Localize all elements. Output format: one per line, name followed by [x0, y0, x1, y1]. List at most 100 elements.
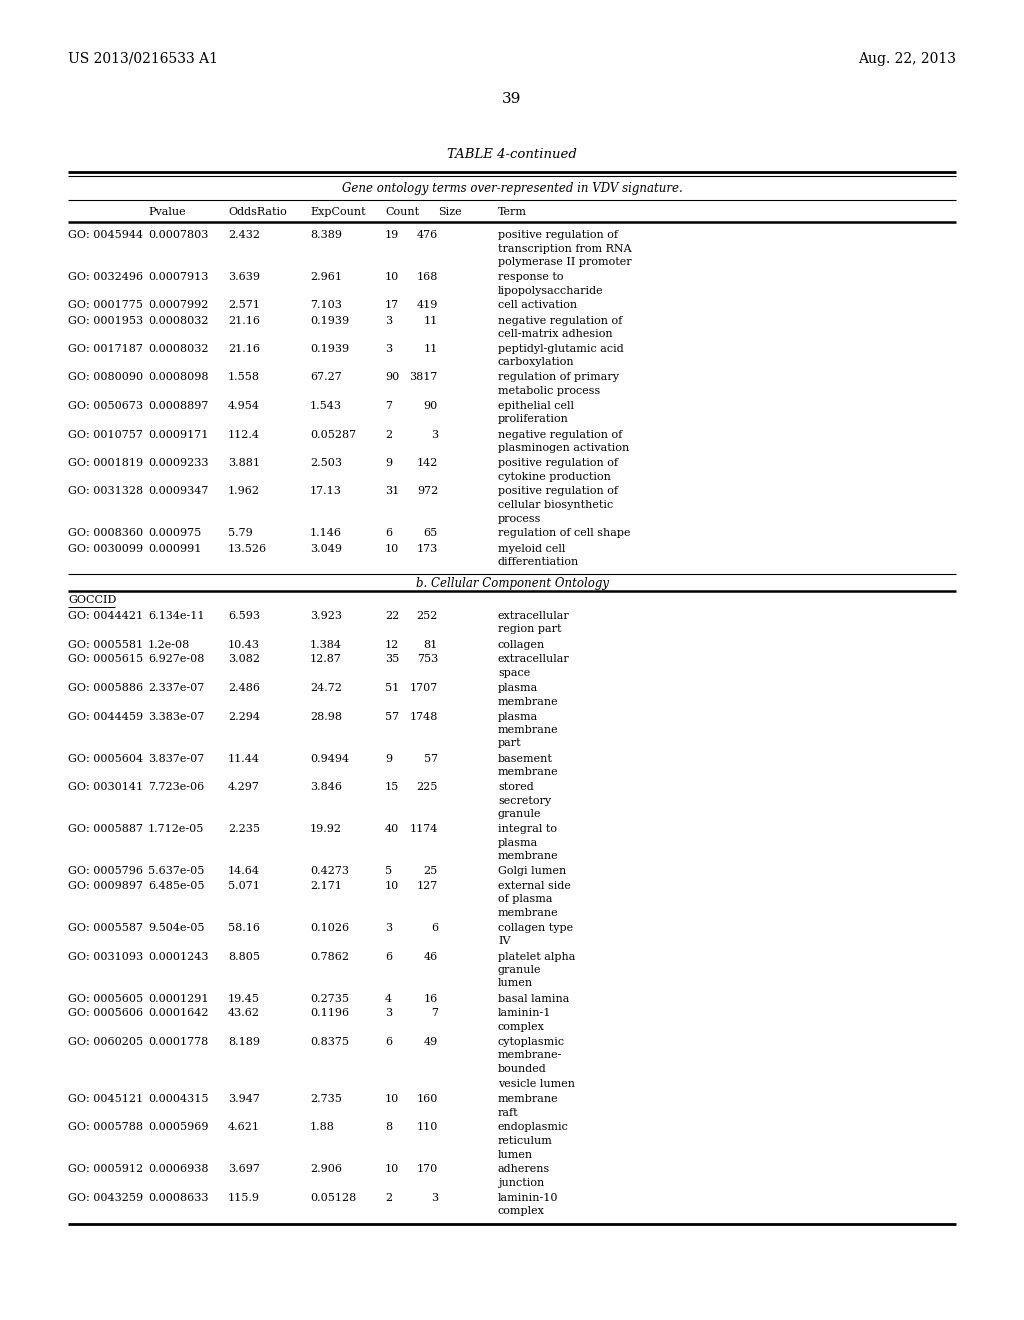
- Text: 19.92: 19.92: [310, 824, 342, 834]
- Text: 5.071: 5.071: [228, 880, 260, 891]
- Text: of plasma: of plasma: [498, 895, 553, 904]
- Text: integral to: integral to: [498, 824, 557, 834]
- Text: 3: 3: [431, 429, 438, 440]
- Text: GO: 0005912: GO: 0005912: [68, 1164, 143, 1175]
- Text: 160: 160: [417, 1094, 438, 1104]
- Text: 2: 2: [385, 1193, 392, 1203]
- Text: 16: 16: [424, 994, 438, 1003]
- Text: negative regulation of: negative regulation of: [498, 429, 623, 440]
- Text: 7: 7: [385, 401, 392, 411]
- Text: 225: 225: [417, 781, 438, 792]
- Text: 1.543: 1.543: [310, 401, 342, 411]
- Text: 1.962: 1.962: [228, 487, 260, 496]
- Text: 2.571: 2.571: [228, 301, 260, 310]
- Text: 0.9494: 0.9494: [310, 754, 349, 763]
- Text: 1707: 1707: [410, 682, 438, 693]
- Text: 15: 15: [385, 781, 399, 792]
- Text: 2.294: 2.294: [228, 711, 260, 722]
- Text: 127: 127: [417, 880, 438, 891]
- Text: b. Cellular Component Ontology: b. Cellular Component Ontology: [416, 577, 608, 590]
- Text: basement: basement: [498, 754, 553, 763]
- Text: 3: 3: [385, 1008, 392, 1019]
- Text: TABLE 4-continued: TABLE 4-continued: [447, 148, 577, 161]
- Text: 10: 10: [385, 1164, 399, 1175]
- Text: 8.189: 8.189: [228, 1038, 260, 1047]
- Text: 2.486: 2.486: [228, 682, 260, 693]
- Text: 7.103: 7.103: [310, 301, 342, 310]
- Text: response to: response to: [498, 272, 563, 282]
- Text: membrane: membrane: [498, 767, 559, 777]
- Text: 3.846: 3.846: [310, 781, 342, 792]
- Text: 0.0007803: 0.0007803: [148, 230, 208, 240]
- Text: 9: 9: [385, 458, 392, 469]
- Text: 21.16: 21.16: [228, 315, 260, 326]
- Text: 3.697: 3.697: [228, 1164, 260, 1175]
- Text: OddsRatio: OddsRatio: [228, 207, 287, 216]
- Text: GO: 0045121: GO: 0045121: [68, 1094, 143, 1104]
- Text: plasma: plasma: [498, 837, 539, 847]
- Text: 0.0001291: 0.0001291: [148, 994, 209, 1003]
- Text: 2: 2: [385, 429, 392, 440]
- Text: bounded: bounded: [498, 1064, 547, 1074]
- Text: lipopolysaccharide: lipopolysaccharide: [498, 285, 603, 296]
- Text: 90: 90: [424, 401, 438, 411]
- Text: plasminogen activation: plasminogen activation: [498, 444, 630, 453]
- Text: 0.05287: 0.05287: [310, 429, 356, 440]
- Text: 31: 31: [385, 487, 399, 496]
- Text: GO: 0001953: GO: 0001953: [68, 315, 143, 326]
- Text: 6: 6: [385, 528, 392, 539]
- Text: GO: 0080090: GO: 0080090: [68, 372, 143, 383]
- Text: 2.337e-07: 2.337e-07: [148, 682, 204, 693]
- Text: membrane: membrane: [498, 697, 559, 706]
- Text: 419: 419: [417, 301, 438, 310]
- Text: 90: 90: [385, 372, 399, 383]
- Text: 3: 3: [431, 1193, 438, 1203]
- Text: 4: 4: [385, 994, 392, 1003]
- Text: 0.000991: 0.000991: [148, 544, 202, 553]
- Text: region part: region part: [498, 624, 561, 635]
- Text: 476: 476: [417, 230, 438, 240]
- Text: 3.383e-07: 3.383e-07: [148, 711, 205, 722]
- Text: 0.8375: 0.8375: [310, 1038, 349, 1047]
- Text: 6: 6: [385, 952, 392, 961]
- Text: 81: 81: [424, 639, 438, 649]
- Text: regulation of cell shape: regulation of cell shape: [498, 528, 631, 539]
- Text: 2.503: 2.503: [310, 458, 342, 469]
- Text: Term: Term: [498, 207, 527, 216]
- Text: Size: Size: [438, 207, 462, 216]
- Text: 58.16: 58.16: [228, 923, 260, 933]
- Text: 12.87: 12.87: [310, 655, 342, 664]
- Text: negative regulation of: negative regulation of: [498, 315, 623, 326]
- Text: granule: granule: [498, 965, 542, 975]
- Text: 57: 57: [424, 754, 438, 763]
- Text: 0.000975: 0.000975: [148, 528, 202, 539]
- Text: Aug. 22, 2013: Aug. 22, 2013: [858, 51, 956, 66]
- Text: 25: 25: [424, 866, 438, 876]
- Text: 43.62: 43.62: [228, 1008, 260, 1019]
- Text: 2.432: 2.432: [228, 230, 260, 240]
- Text: GO: 0005581: GO: 0005581: [68, 639, 143, 649]
- Text: 1174: 1174: [410, 824, 438, 834]
- Text: 6: 6: [431, 923, 438, 933]
- Text: part: part: [498, 738, 521, 748]
- Text: 1.558: 1.558: [228, 372, 260, 383]
- Text: 0.2735: 0.2735: [310, 994, 349, 1003]
- Text: cell-matrix adhesion: cell-matrix adhesion: [498, 329, 612, 339]
- Text: collagen type: collagen type: [498, 923, 573, 933]
- Text: 21.16: 21.16: [228, 345, 260, 354]
- Text: transcription from RNA: transcription from RNA: [498, 243, 632, 253]
- Text: 3.881: 3.881: [228, 458, 260, 469]
- Text: 3: 3: [385, 923, 392, 933]
- Text: 13.526: 13.526: [228, 544, 267, 553]
- Text: GO: 0005796: GO: 0005796: [68, 866, 143, 876]
- Text: GO: 0060205: GO: 0060205: [68, 1038, 143, 1047]
- Text: GO: 0010757: GO: 0010757: [68, 429, 143, 440]
- Text: 170: 170: [417, 1164, 438, 1175]
- Text: 3.639: 3.639: [228, 272, 260, 282]
- Text: GO: 0001775: GO: 0001775: [68, 301, 143, 310]
- Text: laminin-10: laminin-10: [498, 1193, 558, 1203]
- Text: 0.0009233: 0.0009233: [148, 458, 209, 469]
- Text: 5.637e-05: 5.637e-05: [148, 866, 205, 876]
- Text: 10: 10: [385, 544, 399, 553]
- Text: Golgi lumen: Golgi lumen: [498, 866, 566, 876]
